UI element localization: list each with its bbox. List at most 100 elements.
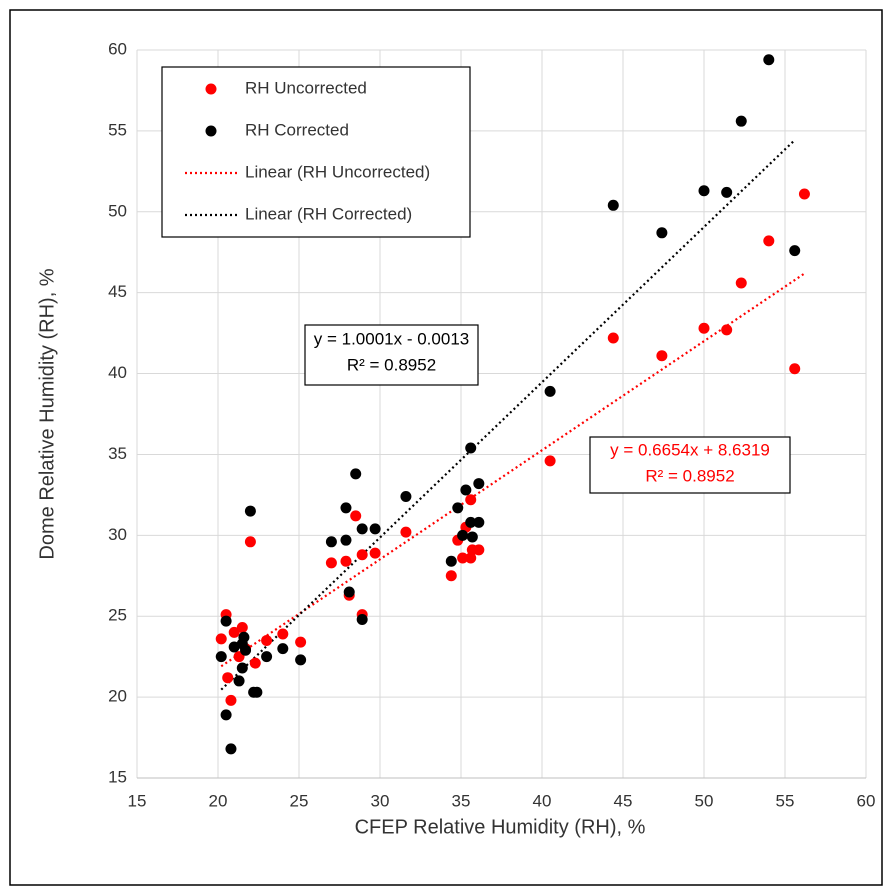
legend: RH Uncorrected RH Corrected Linear (RH Unc… bbox=[161, 66, 471, 238]
point bbox=[236, 622, 248, 634]
point bbox=[215, 633, 227, 645]
trendline-equation: R² = 0.8952 bbox=[645, 466, 734, 485]
x-axis-title: CFEP Relative Humidity (RH), % bbox=[355, 816, 646, 838]
point bbox=[735, 115, 747, 127]
point bbox=[721, 186, 733, 198]
legend-label: Linear (RH Corrected) bbox=[245, 204, 412, 223]
point bbox=[656, 227, 668, 239]
x-tick-label: 20 bbox=[209, 791, 228, 810]
point bbox=[544, 455, 556, 467]
point bbox=[325, 536, 337, 548]
point bbox=[238, 631, 250, 643]
point bbox=[473, 516, 485, 528]
trendline-equation: y = 1.0001x - 0.0013 bbox=[314, 329, 469, 348]
x-tick-label: 25 bbox=[290, 791, 309, 810]
y-tick-label: 20 bbox=[108, 687, 127, 706]
grid: 15 20 25 30 35 40 45 50 55 60 15 20 25 30 35 40 45 50 55 60 bbox=[108, 39, 875, 810]
point bbox=[445, 555, 457, 567]
point bbox=[240, 644, 252, 656]
point bbox=[544, 385, 556, 397]
y-tick-label: 25 bbox=[108, 606, 127, 625]
point bbox=[721, 324, 733, 336]
y-tick-label: 50 bbox=[108, 201, 127, 220]
legend-marker bbox=[205, 83, 217, 95]
point bbox=[369, 523, 381, 535]
point bbox=[261, 651, 273, 663]
point bbox=[607, 199, 619, 211]
point bbox=[473, 478, 485, 490]
point bbox=[400, 491, 412, 503]
point bbox=[261, 634, 273, 646]
point bbox=[225, 743, 237, 755]
point bbox=[244, 536, 256, 548]
point bbox=[698, 185, 710, 197]
point bbox=[343, 586, 355, 598]
y-tick-label: 30 bbox=[108, 525, 127, 544]
y-tick-label: 45 bbox=[108, 282, 127, 301]
y-tick-label: 55 bbox=[108, 120, 127, 139]
point bbox=[340, 534, 352, 546]
point bbox=[789, 245, 801, 257]
point bbox=[325, 557, 337, 569]
point bbox=[473, 544, 485, 556]
trendline-equation: R² = 0.8952 bbox=[347, 355, 436, 374]
x-tick-label: 50 bbox=[695, 791, 714, 810]
point bbox=[244, 505, 256, 517]
point bbox=[225, 694, 237, 706]
x-tick-label: 30 bbox=[371, 791, 390, 810]
equation-box bbox=[304, 324, 479, 386]
markers bbox=[215, 54, 810, 755]
point bbox=[466, 531, 478, 543]
trendline bbox=[220, 139, 796, 691]
point bbox=[220, 615, 232, 627]
point bbox=[233, 675, 245, 687]
point bbox=[465, 516, 477, 528]
x-tick-label: 35 bbox=[452, 791, 471, 810]
point bbox=[295, 636, 307, 648]
x-tick-label: 15 bbox=[128, 791, 147, 810]
x-tick-label: 45 bbox=[614, 791, 633, 810]
point bbox=[763, 54, 775, 66]
point bbox=[656, 350, 668, 362]
point bbox=[350, 510, 362, 522]
point bbox=[445, 570, 457, 582]
y-tick-label: 60 bbox=[108, 39, 127, 58]
point bbox=[340, 502, 352, 514]
point bbox=[369, 547, 381, 559]
point bbox=[400, 526, 412, 538]
point bbox=[465, 442, 477, 454]
x-tick-label: 60 bbox=[857, 791, 876, 810]
legend-box bbox=[161, 66, 471, 238]
trendline bbox=[220, 272, 806, 668]
legend-label: Linear (RH Uncorrected) bbox=[245, 162, 430, 181]
point bbox=[457, 529, 469, 541]
y-tick-label: 40 bbox=[108, 363, 127, 382]
point bbox=[220, 709, 232, 721]
point bbox=[460, 484, 472, 496]
y-tick-label: 15 bbox=[108, 767, 127, 786]
point bbox=[228, 626, 240, 638]
legend-label: RH Uncorrected bbox=[245, 78, 367, 97]
point bbox=[763, 235, 775, 247]
legend-marker bbox=[205, 125, 217, 137]
y-tick-label: 35 bbox=[108, 444, 127, 463]
point bbox=[607, 332, 619, 344]
legend-label: RH Corrected bbox=[245, 120, 349, 139]
point bbox=[295, 654, 307, 666]
point bbox=[249, 657, 261, 669]
trendlines bbox=[220, 139, 806, 691]
point bbox=[356, 549, 368, 561]
point bbox=[735, 277, 747, 289]
point bbox=[698, 322, 710, 334]
point bbox=[465, 494, 477, 506]
x-tick-label: 55 bbox=[776, 791, 795, 810]
point bbox=[356, 613, 368, 625]
y-axis-title: Dome Relative Humidity (RH), % bbox=[36, 268, 58, 559]
point bbox=[277, 628, 289, 640]
point bbox=[222, 672, 234, 684]
x-tick-label: 40 bbox=[533, 791, 552, 810]
point bbox=[452, 502, 464, 514]
point bbox=[277, 643, 289, 655]
point bbox=[236, 662, 248, 674]
